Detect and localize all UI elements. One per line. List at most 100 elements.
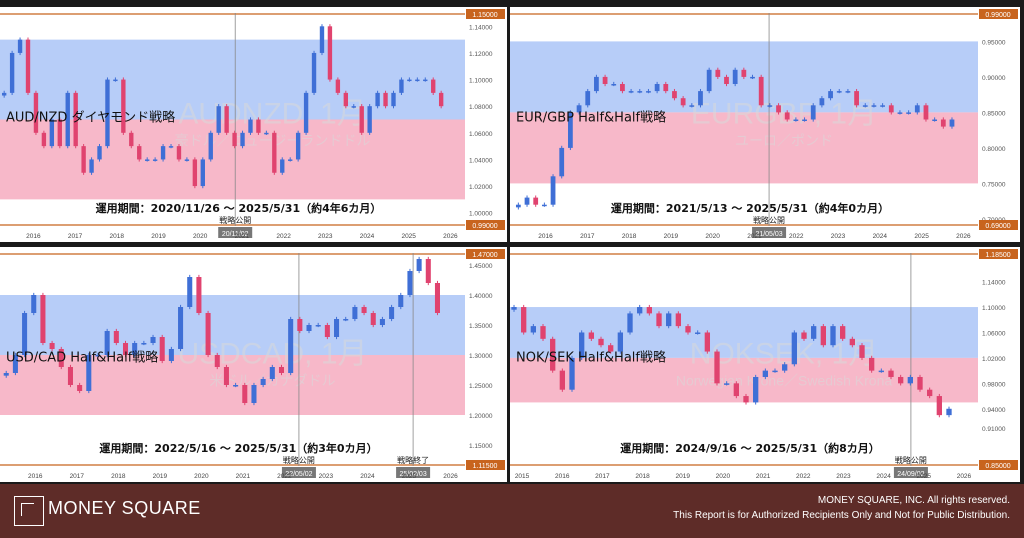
x-tick-label: 2018 (110, 233, 125, 240)
x-tick-label: 2023 (831, 233, 846, 240)
candle-body (906, 112, 912, 114)
candle-body (617, 332, 624, 352)
candle-body (77, 385, 83, 391)
marker-date-label: 21/05/03 (755, 231, 782, 238)
candle-body (733, 383, 740, 397)
x-tick-label: 2025 (402, 473, 417, 480)
candle-body (361, 307, 367, 313)
candle-body (533, 197, 539, 205)
y-axis-area (978, 7, 1020, 242)
candle-body (425, 259, 431, 283)
candle-body (315, 325, 321, 327)
x-tick-label: 2016 (26, 233, 41, 240)
x-tick-label: 2024 (360, 233, 375, 240)
candle-body (695, 332, 701, 334)
money-square-logo-icon (14, 496, 44, 526)
y-axis-area (978, 247, 1020, 482)
chart-grid: AUDNZD, 1月豪ドル／ニュージーランドドル20/11/02戦略公開1.00… (0, 0, 1024, 484)
chart-panel-usdcad: USDCAD, 1月 米ドル／カナダドル 22/05/02 戦略公開 25/02/03 戦… (0, 247, 507, 482)
candle-body (145, 159, 150, 161)
candle-body (57, 119, 62, 147)
candle-body (122, 343, 129, 355)
blue-range-zone (510, 307, 978, 358)
candle-body (280, 159, 285, 173)
candle-body (914, 105, 920, 113)
candle-body (81, 146, 86, 173)
y-tick-label: 1.00000 (469, 211, 493, 218)
candle-body (416, 259, 422, 271)
candle-body (25, 39, 31, 93)
candle-body (242, 385, 248, 403)
upper-price-badge (979, 249, 1018, 259)
x-tick-label: 2020 (705, 233, 720, 240)
candle-body (233, 385, 239, 387)
lower-price-badge (979, 460, 1018, 470)
x-tick-label: 2023 (318, 233, 333, 240)
marker-date-label: 25/02/03 (399, 471, 426, 478)
x-tick-label: 2019 (676, 473, 691, 480)
x-tick-label: 2024 (360, 473, 375, 480)
x-tick-label: 2022 (277, 473, 292, 480)
y-tick-label: 1.08000 (469, 104, 493, 111)
marker-date-label: 24/09/02 (897, 471, 924, 478)
candle-body (791, 332, 797, 365)
candle-body (434, 283, 440, 313)
candle-body (352, 307, 358, 319)
candle-body (176, 146, 182, 160)
candle-body (611, 84, 617, 86)
candle-body (628, 91, 634, 93)
x-tick-label: 2026 (443, 233, 458, 240)
candle-body (820, 326, 826, 346)
candle-body (335, 79, 341, 93)
candle-body (541, 204, 547, 207)
candle-body (715, 69, 721, 77)
candle-body (946, 408, 952, 416)
x-tick-label: 2018 (111, 473, 126, 480)
candle-body (706, 69, 712, 92)
candle-body (1, 92, 7, 96)
candle-body (793, 119, 799, 121)
x-tick-label: 2017 (68, 233, 83, 240)
candle-body (801, 332, 807, 339)
candle-body (732, 69, 738, 84)
candle-body (880, 105, 885, 107)
candle-body (73, 92, 78, 147)
candle-body (758, 76, 764, 106)
candle-body (579, 332, 585, 358)
candle-body (594, 76, 599, 92)
candle-body (559, 147, 565, 177)
y-tick-label: 0.94000 (982, 407, 1006, 414)
candle-body (295, 132, 301, 160)
candle-body (927, 389, 933, 397)
candle-body (602, 76, 608, 84)
candle-body (97, 146, 102, 160)
candle-body (319, 26, 325, 53)
candle-body (871, 105, 877, 107)
candle-body (654, 84, 660, 92)
candle-body (521, 307, 527, 333)
x-tick-label: 2017 (595, 473, 610, 480)
y-tick-label: 0.75000 (982, 181, 1006, 188)
candle-body (41, 132, 47, 147)
candle-body (588, 332, 595, 339)
chart-watermark-sub: ユーロ／ポンド (735, 133, 833, 149)
marker-date-badge (281, 467, 316, 478)
candle-body (550, 338, 556, 371)
candle-body (168, 349, 174, 361)
candle-body (724, 76, 729, 84)
chart-watermark-sub: Norwegian Krone／Swedish Krona (676, 373, 893, 389)
candle-body (379, 319, 385, 325)
candle-body (351, 106, 356, 108)
x-tick-label: 2019 (151, 233, 166, 240)
candle-body (33, 92, 39, 133)
candle-body (359, 106, 364, 133)
marker-label: 戦略公開 (283, 455, 315, 465)
candle-body (399, 79, 404, 93)
candle-body (620, 84, 625, 92)
candle-body (940, 119, 946, 127)
candle-body (407, 79, 412, 82)
candle-body (269, 367, 275, 379)
candle-body (251, 385, 257, 403)
candle-body (208, 132, 213, 160)
x-tick-label: 2021 (756, 473, 771, 480)
